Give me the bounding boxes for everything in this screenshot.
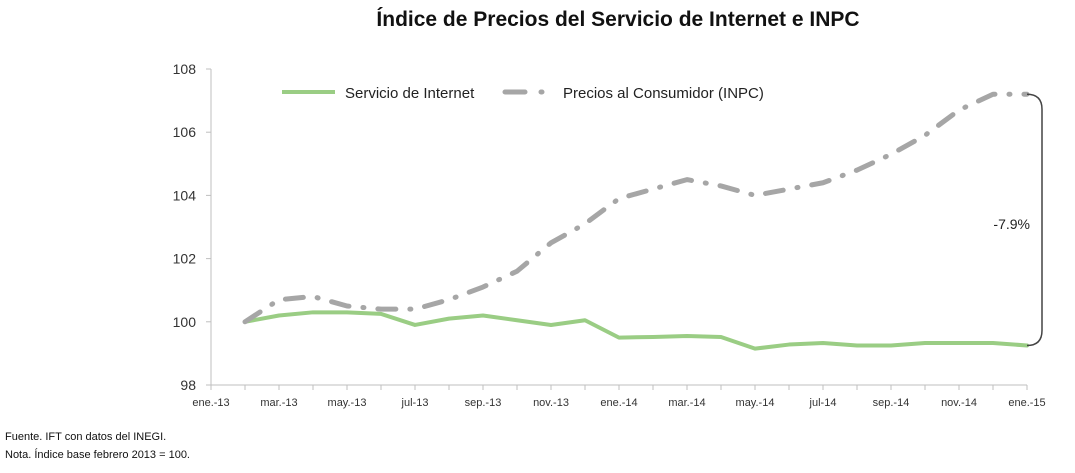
x-tick-label: mar.-14 <box>668 397 705 409</box>
legend-label-inpc: Precios al Consumidor (INPC) <box>563 85 764 102</box>
x-tick-label: may.-13 <box>328 397 367 409</box>
x-tick-label: sep.-14 <box>873 397 910 409</box>
chart-title: Índice de Precios del Servicio de Intern… <box>376 8 860 31</box>
x-tick-label: sep.-13 <box>465 397 502 409</box>
y-tick-label: 102 <box>173 251 197 267</box>
internet-series-line <box>243 310 1029 351</box>
x-tick-label: may.-14 <box>736 397 775 409</box>
legend-label-internet: Servicio de Internet <box>345 85 475 102</box>
difference-bracket <box>1026 93 1043 347</box>
x-tick-label: nov.-13 <box>533 397 569 409</box>
difference-label: -7.9% <box>993 216 1030 232</box>
source-note: Fuente. IFT con datos del INEGI. <box>5 431 167 443</box>
x-tick-label: jul-13 <box>401 397 429 409</box>
y-tick-label: 104 <box>173 187 197 203</box>
x-tick-label: ene.-15 <box>1008 397 1045 409</box>
y-tick-label: 106 <box>173 124 197 140</box>
y-tick-label: 100 <box>173 314 197 330</box>
x-tick-label: ene.-14 <box>600 397 637 409</box>
base-note: Nota. Índice base febrero 2013 = 100. <box>5 449 190 461</box>
y-tick-label: 98 <box>180 377 196 393</box>
y-tick-label: 108 <box>173 61 197 77</box>
x-tick-label: jul-14 <box>809 397 837 409</box>
x-tick-label: nov.-14 <box>941 397 977 409</box>
x-tick-label: mar.-13 <box>260 397 297 409</box>
inpc-series-line <box>242 91 1030 325</box>
x-tick-label: ene.-13 <box>192 397 229 409</box>
